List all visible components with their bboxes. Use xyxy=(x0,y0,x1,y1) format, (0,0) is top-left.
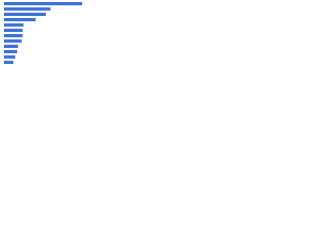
page: {"chart_data": {"type": "bar", "orientat… xyxy=(0,0,320,71)
bar xyxy=(4,34,23,38)
bar xyxy=(4,2,83,6)
chart xyxy=(4,2,83,64)
bar xyxy=(4,12,46,16)
bar xyxy=(4,50,18,54)
bar xyxy=(4,55,16,59)
bar xyxy=(4,39,22,43)
bar xyxy=(4,60,14,64)
bar xyxy=(4,44,18,48)
bar xyxy=(4,28,23,32)
bar xyxy=(4,23,24,27)
bar xyxy=(4,18,36,22)
bar xyxy=(4,7,51,11)
